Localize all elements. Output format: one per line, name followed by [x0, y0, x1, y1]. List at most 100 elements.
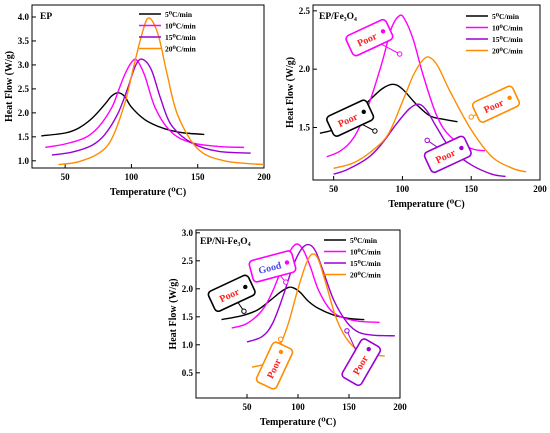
- y-tick-label: 4.0: [18, 12, 30, 22]
- annotation-tag: Good: [248, 250, 297, 285]
- y-tick-label: 1.5: [18, 132, 30, 142]
- legend-label: 20⁰C/min: [350, 271, 382, 280]
- series-line-3: [51, 58, 251, 156]
- series-line-3: [246, 243, 395, 343]
- series-line-1: [221, 286, 365, 321]
- panel-title: EP: [40, 12, 52, 22]
- panel-title: EP/Fe₃O₄: [319, 12, 357, 22]
- x-tick-label: 50: [243, 402, 253, 412]
- x-tick-label: 200: [533, 184, 547, 194]
- annotation-box: Poor: [255, 341, 294, 390]
- annotation-anchor: [468, 114, 474, 120]
- legend-label: 15⁰C/min: [492, 35, 524, 44]
- chart-panel-1: 50 100 150 200 1.0 1.5 2.0 2.5 3.0 3.5 4.0 Temperat…: [4, 4, 271, 198]
- x-tick-label: 150: [342, 402, 356, 412]
- annotation-box: Poor: [341, 338, 382, 387]
- series-line-4: [333, 56, 527, 173]
- tag-hole: [278, 349, 284, 355]
- annotation-box: Poor: [345, 18, 394, 57]
- y-tick-label: 1.0: [18, 156, 30, 166]
- y-tick-label: 2.5: [299, 6, 311, 16]
- y-tick-label: 1.0: [182, 340, 194, 350]
- series-lines: [41, 17, 264, 166]
- series-line-4: [58, 17, 264, 166]
- y-tick-label: 3.0: [182, 228, 194, 238]
- panel-title: EP/Ni-Fe₃O₄: [200, 237, 251, 247]
- tag-hole: [459, 145, 464, 151]
- legend-label: 5⁰C/min: [165, 10, 193, 19]
- tag-hole: [243, 284, 248, 290]
- annotation-anchor: [241, 308, 247, 314]
- plot-frame: [31, 4, 265, 169]
- x-axis-title: Temperature (⁰C): [110, 187, 186, 198]
- tag-border: [207, 274, 256, 313]
- x-tick-label: 100: [396, 184, 410, 194]
- series-line-2: [45, 58, 245, 149]
- tag-hole: [507, 95, 512, 101]
- x-tick-label: 150: [464, 184, 478, 194]
- plot-frame: [312, 4, 541, 181]
- series-line-2: [326, 14, 486, 158]
- annotation-anchor: [283, 279, 289, 285]
- y-axis-title: Heat Flow (W/g): [168, 278, 179, 349]
- chart-panel-2: 50 100 150 200 1.5 2.0 2.5 Temperature (⁰C) Heat…: [285, 4, 547, 210]
- x-tick-label: 50: [329, 184, 339, 194]
- chart-panel-3: 50 100 150 200 0.5 1.0 1.5 2.0 2.5 3.0 Temperature…: [168, 228, 407, 428]
- annotation-tag: Poor: [468, 85, 521, 123]
- legend-label: 15⁰C/min: [350, 259, 382, 268]
- legend-label: 10⁰C/min: [165, 22, 197, 31]
- annotation-box: Good: [248, 250, 297, 283]
- x-tick-label: 100: [291, 402, 305, 412]
- series-line-3: [333, 103, 506, 178]
- tag-border: [423, 135, 472, 174]
- annotation-tag: Poor: [345, 18, 403, 57]
- tag-border: [326, 99, 375, 137]
- y-tick-label: 3.0: [18, 60, 30, 70]
- tag-border: [248, 250, 297, 283]
- annotation-box: Poor: [207, 274, 256, 313]
- tag-border: [471, 85, 521, 123]
- annotation-anchor: [277, 336, 284, 342]
- x-tick-label: 100: [125, 172, 139, 182]
- annotation-tag: Poor: [341, 328, 382, 387]
- tag-hole: [380, 29, 386, 34]
- x-axis-title: Temperature (⁰C): [388, 199, 464, 210]
- y-tick-label: 2.0: [299, 64, 311, 74]
- annotation-tag: Poor: [207, 274, 256, 314]
- tag-border: [345, 18, 394, 57]
- x-axis-title: Temperature (⁰C): [260, 417, 336, 428]
- tag-border: [341, 338, 382, 387]
- x-tick-label: 50: [61, 172, 71, 182]
- legend-label: 5⁰C/min: [350, 236, 378, 245]
- annotation-tag: Poor: [326, 99, 378, 137]
- annotation-box: Poor: [423, 135, 472, 174]
- y-tick-label: 0.5: [182, 368, 194, 378]
- legend-label: 5⁰C/min: [492, 12, 520, 21]
- annotation-anchor: [396, 51, 403, 57]
- annotation-anchor: [372, 128, 378, 134]
- legend-label: 20⁰C/min: [165, 45, 197, 54]
- y-tick-label: 2.5: [18, 84, 30, 94]
- annotation-box: Poor: [471, 85, 521, 123]
- annotation-anchor: [344, 328, 350, 334]
- y-tick-label: 2.0: [18, 108, 30, 118]
- tag-hole: [361, 109, 366, 115]
- y-axis-title: Heat Flow (W/g): [4, 51, 15, 122]
- legend-label: 15⁰C/min: [165, 33, 197, 42]
- y-tick-label: 2.5: [182, 256, 194, 266]
- y-axis-title: Heat Flow (W/g): [285, 57, 296, 128]
- legend-label: 10⁰C/min: [350, 248, 382, 257]
- annotation-tag: Poor: [255, 336, 294, 390]
- annotation-anchor: [424, 137, 430, 144]
- tag-border: [255, 341, 294, 390]
- annotation-tag: Poor: [423, 135, 472, 174]
- y-tick-label: 1.5: [299, 123, 311, 133]
- legend-label: 20⁰C/min: [492, 47, 524, 56]
- y-tick-label: 2.0: [182, 284, 194, 294]
- legend-label: 10⁰C/min: [492, 24, 524, 33]
- x-tick-label: 150: [191, 172, 205, 182]
- x-tick-label: 200: [393, 402, 407, 412]
- y-tick-label: 3.5: [18, 36, 30, 46]
- series-line-1: [41, 91, 205, 137]
